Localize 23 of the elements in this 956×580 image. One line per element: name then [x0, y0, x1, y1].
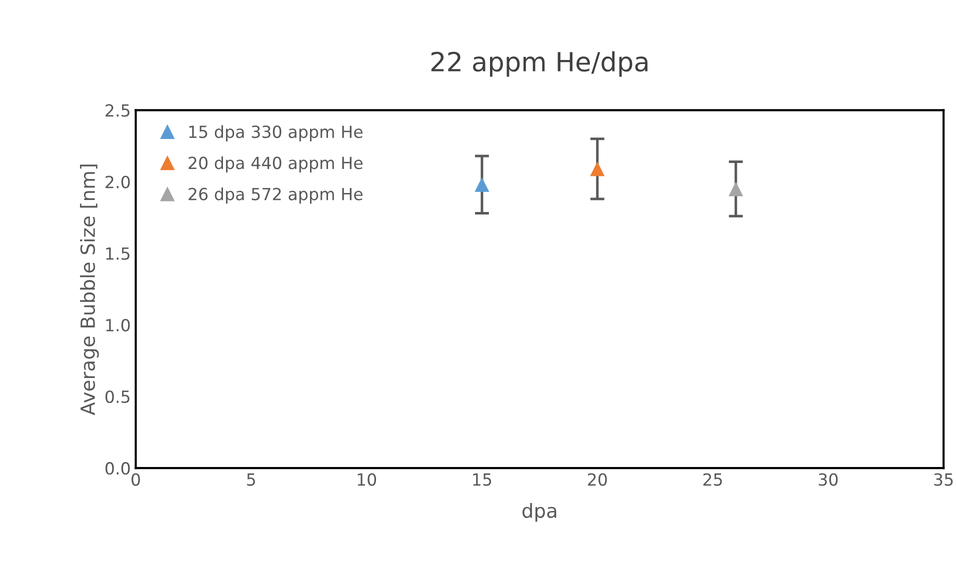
y-axis-title: Average Bubble Size [nm]	[80, 164, 99, 416]
chart-title: 22 appm He/dpa	[431, 51, 648, 77]
y-tick-label: 2.0	[106, 176, 130, 188]
legend-label: 26 dpa 572 appm He	[188, 187, 363, 204]
point	[474, 177, 490, 192]
x-tick-label: 35	[934, 473, 953, 486]
y-tick-label: 2.5	[106, 104, 130, 117]
legend-label: 15 dpa 330 appm He	[189, 125, 363, 142]
x-tick-label: 0	[132, 473, 140, 486]
y-tick-label: 0.0	[105, 462, 130, 475]
x-tick-label: 20	[588, 473, 607, 486]
x-axis-title: dpa	[522, 502, 556, 522]
x-tick-label: 25	[703, 473, 722, 486]
point	[728, 182, 744, 196]
x-tick-label: 15	[473, 473, 492, 486]
legend-label: 20 dpa 440 appm He	[188, 156, 363, 172]
y-tick-label: 1.0	[106, 318, 130, 332]
y-tick-label: 0.5	[105, 390, 130, 404]
point	[590, 162, 605, 176]
y-tick-label: 1.5	[106, 248, 130, 260]
x-tick-label: 5	[247, 473, 255, 486]
x-tick-label: 10	[358, 473, 376, 486]
x-tick-label: 30	[818, 473, 838, 486]
